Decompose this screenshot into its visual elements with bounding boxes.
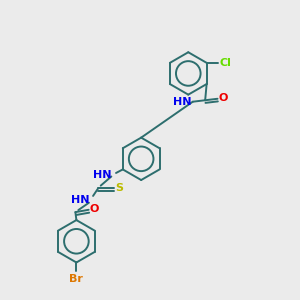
Text: O: O — [90, 204, 99, 214]
Text: Br: Br — [70, 274, 83, 284]
Text: S: S — [115, 183, 123, 193]
Text: O: O — [219, 93, 228, 103]
Text: HN: HN — [173, 97, 192, 107]
Text: HN: HN — [93, 170, 112, 180]
Text: Cl: Cl — [219, 58, 231, 68]
Text: HN: HN — [71, 195, 89, 205]
